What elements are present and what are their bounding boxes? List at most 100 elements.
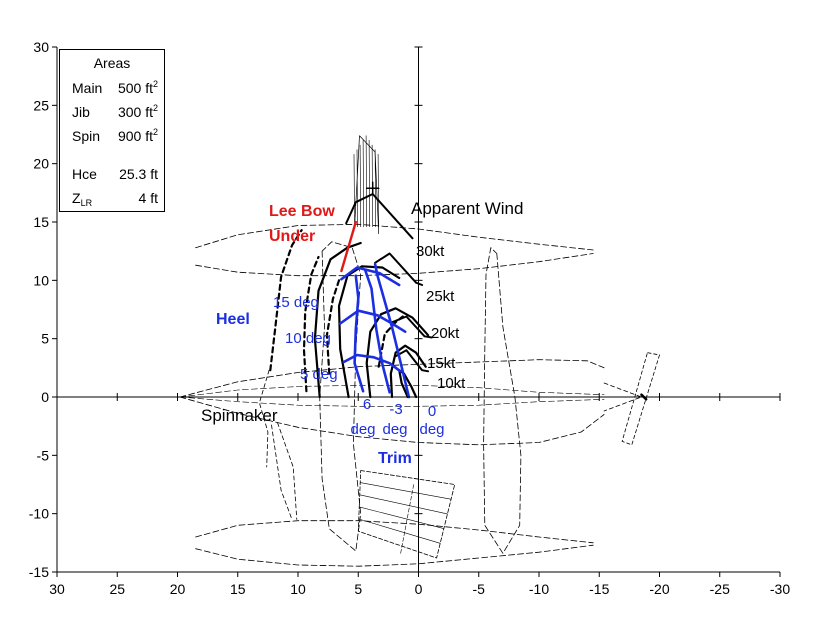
hull-bottom-lower	[195, 544, 594, 567]
wind-arrow-30kt	[345, 193, 414, 240]
annotation-labels: Apparent Wind Lee Bow Under Heel Spinnaker Tr…	[201, 199, 523, 467]
trim-unit-label-1: deg	[382, 421, 407, 438]
area-jib-label: Jib	[72, 104, 90, 120]
sail-grid-outline	[357, 470, 456, 559]
trim-unit-label-0: deg	[350, 421, 375, 438]
wind-speed-curve-15kt	[389, 344, 427, 399]
x-tick-label-0: 30	[49, 581, 65, 597]
trim-value-label-1: -3	[389, 401, 402, 418]
hce-label: Hce	[72, 166, 97, 182]
apparent-wind-label: Apparent Wind	[411, 199, 523, 218]
tow-line	[603, 382, 642, 412]
wind-speed-label-10kt: 10kt	[437, 375, 466, 392]
area-spin-label: Spin	[72, 128, 101, 144]
mast-hatch-4	[365, 135, 367, 227]
y-tick-label-3: 15	[33, 214, 49, 230]
y-tick-label-1: 25	[33, 97, 49, 113]
area-jib-value: 300 ft	[117, 104, 153, 120]
y-tick-label-5: 5	[41, 331, 49, 347]
area-main-sup: 2	[152, 79, 158, 89]
mast-hatch-2	[359, 144, 361, 227]
trim-line-0	[353, 274, 365, 393]
heel-line-1	[338, 309, 407, 333]
lee-bow-label: Lee Bow	[269, 203, 335, 220]
heel-deg-label-0: 15 deg	[273, 294, 319, 311]
hull-top-upper	[195, 223, 594, 251]
mast-outline	[354, 135, 380, 235]
x-tick-label-3: 15	[230, 581, 246, 597]
area-jib-sup: 2	[152, 103, 158, 113]
heel-deg-label-1: 10 deg	[285, 330, 331, 347]
sail-grid-line-3	[358, 506, 445, 529]
beam-left	[319, 241, 362, 552]
spin-luff	[259, 369, 270, 468]
y-tick-label-9: -15	[29, 564, 49, 580]
zlr-label: Z	[72, 190, 81, 206]
wind-arrow-25kt	[374, 252, 424, 286]
mast-hatch-3	[362, 140, 364, 227]
x-tick-label-7: -5	[473, 581, 486, 597]
sail-grid-line-2	[359, 494, 448, 515]
trim-line-1	[364, 269, 391, 394]
x-tick-label-6: 0	[415, 581, 423, 597]
heel-deg-label-2: 5 deg	[300, 366, 338, 383]
heel-label: Heel	[216, 311, 250, 328]
x-tick-label-12: -30	[770, 581, 790, 597]
area-spin-value: 900 ft	[117, 128, 153, 144]
spinnaker-dashed-line-0	[269, 229, 303, 372]
spin-foot-2	[271, 424, 293, 520]
heel-line-2	[342, 353, 402, 373]
mast-hatch-5	[368, 140, 370, 227]
areas-title: Areas	[93, 55, 131, 71]
wind-arrow-20kt	[391, 315, 433, 339]
hce-value: 25.3 ft	[119, 166, 158, 182]
wind-speed-label-15kt: 15kt	[427, 355, 456, 372]
trim-unit-label-2: deg	[419, 421, 444, 438]
rudder-outline	[621, 352, 661, 446]
x-tick-label-1: 25	[109, 581, 125, 597]
area-main-value: 500 ft	[117, 80, 153, 96]
under-label: Under	[269, 228, 315, 245]
beam-right	[483, 247, 522, 554]
areas-legend-box: Areas Main 500 ft2 Jib 300 ft2 Spin 900 …	[59, 49, 165, 212]
x-tick-label-8: -10	[529, 581, 549, 597]
data-series	[269, 181, 433, 399]
trim-line-2	[373, 262, 411, 399]
zlr-sub: LR	[80, 198, 93, 208]
hull-bottom-upper	[195, 520, 594, 544]
sail-grid-vert	[400, 484, 414, 555]
zlr-value: 4 ft	[138, 190, 158, 206]
mast-hatch-0	[353, 154, 355, 227]
spinnaker-dashed-line-1	[302, 255, 320, 393]
wind-speed-label-20kt: 20kt	[431, 325, 460, 342]
wind-speed-label-30kt: 30kt	[416, 243, 445, 260]
x-tick-label-2: 20	[170, 581, 186, 597]
y-tick-label-0: 30	[33, 39, 49, 55]
area-main-label: Main	[72, 80, 103, 96]
trim-value-label-2: 0	[428, 403, 436, 420]
x-tick-label-5: 5	[354, 581, 362, 597]
trim-value-label-0: 6	[363, 396, 371, 413]
wind-speed-curve-20kt	[365, 307, 430, 399]
sail-grid-line-1	[359, 482, 452, 500]
x-tick-label-4: 10	[290, 581, 306, 597]
wind-arrow-15kt	[394, 349, 430, 373]
area-spin-sup: 2	[152, 127, 158, 137]
x-tick-label-9: -15	[589, 581, 609, 597]
lee-bow-line	[340, 220, 357, 273]
y-tick-label-7: -5	[37, 447, 50, 463]
hull-center-mid2	[179, 396, 605, 407]
mast-hatch-1	[356, 149, 358, 227]
x-tick-label-11: -25	[710, 581, 730, 597]
wind-speed-label-25kt: 25kt	[426, 288, 455, 305]
hull-top-lower	[195, 253, 594, 277]
spinnaker-label: Spinnaker	[201, 406, 278, 425]
trim-label: Trim	[378, 450, 412, 467]
y-tick-label-2: 20	[33, 156, 49, 172]
sail-grid-line-4	[358, 518, 441, 544]
mast-hatch-8	[377, 154, 379, 227]
heel-line-0	[340, 266, 401, 287]
x-tick-label-10: -20	[649, 581, 669, 597]
